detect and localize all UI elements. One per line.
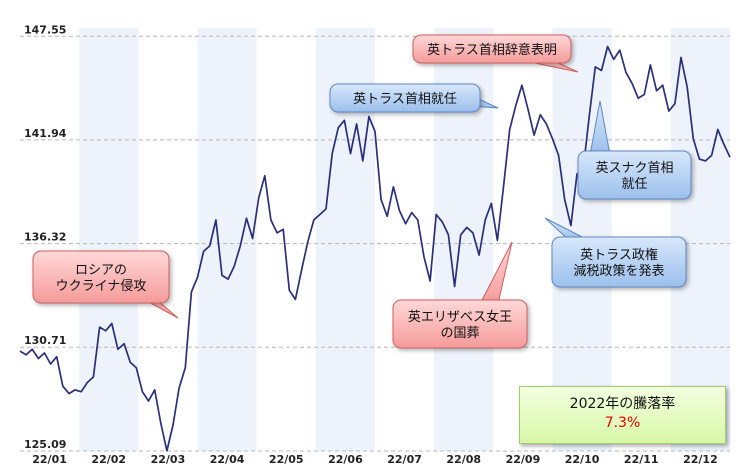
callout-box — [412, 34, 572, 64]
callout-text: 就任 — [621, 177, 647, 192]
callout-box — [577, 150, 692, 200]
x-tick-label: 22/01 — [32, 453, 67, 466]
price-series — [19, 45, 731, 452]
month-band — [197, 28, 257, 451]
x-tick-label: 22/02 — [91, 453, 126, 466]
price-line — [19, 45, 731, 452]
x-tick-label: 22/07 — [387, 453, 422, 466]
annotation-callout: 英トラス首相就任 — [329, 83, 499, 113]
y-tick-label: 141.94 — [24, 127, 67, 140]
x-tick-label: 22/12 — [683, 453, 718, 466]
x-tick-label: 22/08 — [446, 453, 481, 466]
callout-box — [551, 236, 687, 288]
x-tick-label: 22/03 — [151, 453, 186, 466]
callout-text: 英スナク首相 — [595, 161, 673, 176]
annual-change-label: 2022年の騰落率 — [569, 396, 676, 412]
callout-box — [32, 250, 170, 304]
x-tick-label: 22/06 — [328, 453, 363, 466]
callout-text: 減税政策を発表 — [573, 263, 664, 279]
y-tick-label: 125.09 — [24, 438, 66, 451]
y-tick-label: 130.71 — [24, 334, 66, 347]
x-axis-ticks: 22/01 22/02 22/03 22/04 22/05 22/06 22/07 22/08… — [32, 453, 717, 466]
x-tick-label: 22/10 — [565, 453, 600, 466]
x-tick-label: 22/11 — [624, 453, 659, 466]
callout-text: 英トラス首相辞意表明 — [427, 42, 557, 58]
callout-text: 英トラス首相就任 — [353, 92, 457, 107]
callout-text: ロシアの — [75, 263, 127, 278]
callout-box — [392, 299, 528, 349]
x-tick-label: 22/04 — [210, 453, 245, 466]
annual-change-value: 7.3% — [604, 415, 641, 431]
x-tick-label: 22/05 — [269, 453, 304, 466]
month-band — [79, 28, 139, 451]
callout-text: 英トラス政権 — [580, 247, 658, 263]
y-tick-label: 147.55 — [24, 23, 66, 36]
callout-text: 英エリザベス女王 — [408, 309, 512, 325]
callout-box — [329, 83, 481, 113]
callout-text: の国葬 — [440, 326, 479, 341]
annotation-callout: 英トラス首相辞意表明 — [412, 34, 579, 73]
callout-text: ウクライナ侵攻 — [56, 278, 147, 294]
callouts: ロシアのウクライナ侵攻英トラス首相就任英エリザベス女王の国葬英トラス政権減税政策… — [32, 34, 692, 349]
y-tick-label: 136.32 — [24, 231, 66, 244]
y-axis-ticks: 125.09 130.71 136.32 141.94 147.55 — [24, 23, 67, 451]
x-tick-label: 22/09 — [506, 453, 541, 466]
annual-change-box: 2022年の騰落率 7.3% — [519, 386, 726, 444]
